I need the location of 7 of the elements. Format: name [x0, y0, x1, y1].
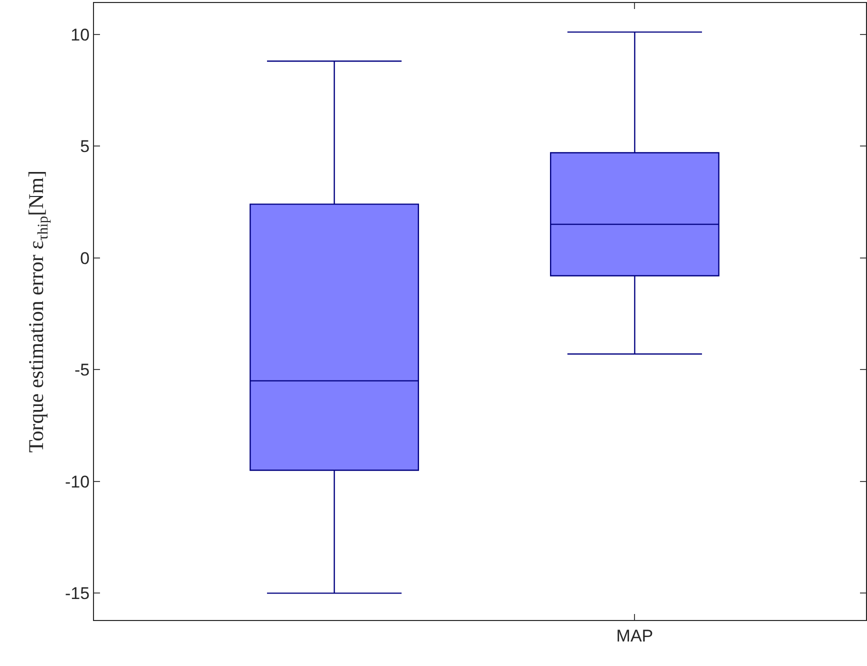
- x-tick-label: MAP: [616, 626, 654, 646]
- y-tick-label: -15: [65, 584, 90, 604]
- y-tick-label: 10: [70, 25, 90, 44]
- y-tick-label: -5: [74, 360, 90, 380]
- y-tick-label: 5: [80, 137, 90, 156]
- y-tick-label: -10: [65, 472, 90, 492]
- y-tick-label: 0: [80, 248, 90, 268]
